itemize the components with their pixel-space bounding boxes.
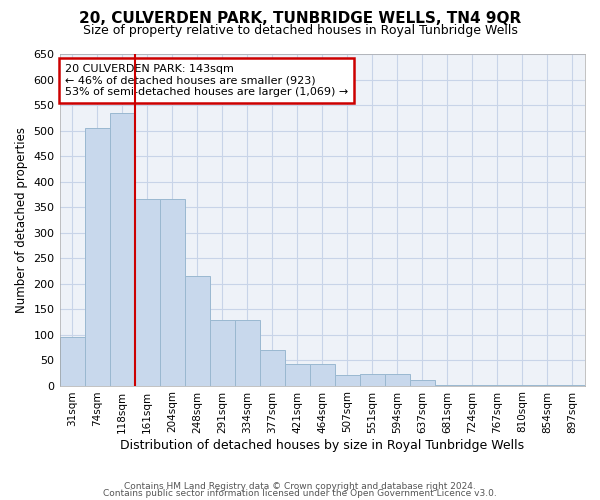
- Text: 20 CULVERDEN PARK: 143sqm
← 46% of detached houses are smaller (923)
53% of semi: 20 CULVERDEN PARK: 143sqm ← 46% of detac…: [65, 64, 348, 97]
- X-axis label: Distribution of detached houses by size in Royal Tunbridge Wells: Distribution of detached houses by size …: [120, 440, 524, 452]
- Bar: [560, 384, 585, 386]
- Bar: [460, 384, 485, 386]
- Bar: [310, 364, 335, 386]
- Text: Contains public sector information licensed under the Open Government Licence v3: Contains public sector information licen…: [103, 489, 497, 498]
- Text: Size of property relative to detached houses in Royal Tunbridge Wells: Size of property relative to detached ho…: [83, 24, 517, 37]
- Bar: [485, 384, 510, 386]
- Bar: [134, 200, 160, 386]
- Text: 20, CULVERDEN PARK, TUNBRIDGE WELLS, TN4 9QR: 20, CULVERDEN PARK, TUNBRIDGE WELLS, TN4…: [79, 11, 521, 26]
- Y-axis label: Number of detached properties: Number of detached properties: [15, 127, 28, 313]
- Bar: [185, 276, 209, 386]
- Bar: [59, 337, 85, 386]
- Bar: [535, 384, 560, 386]
- Bar: [410, 380, 435, 386]
- Bar: [209, 320, 235, 386]
- Bar: [260, 350, 285, 386]
- Bar: [435, 384, 460, 386]
- Bar: [360, 374, 385, 386]
- Bar: [510, 384, 535, 386]
- Bar: [385, 374, 410, 386]
- Bar: [335, 376, 360, 386]
- Bar: [235, 320, 260, 386]
- Bar: [285, 364, 310, 386]
- Bar: [85, 128, 110, 386]
- Bar: [160, 200, 185, 386]
- Bar: [110, 112, 134, 386]
- Text: Contains HM Land Registry data © Crown copyright and database right 2024.: Contains HM Land Registry data © Crown c…: [124, 482, 476, 491]
